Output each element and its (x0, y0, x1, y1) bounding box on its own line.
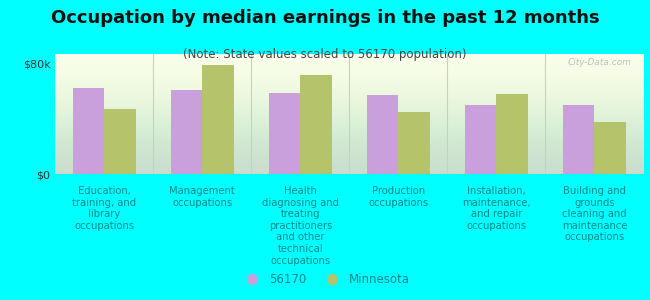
Text: Building and
grounds
cleaning and
maintenance
occupations: Building and grounds cleaning and mainte… (562, 186, 627, 242)
Text: Health
diagnosing and
treating
practitioners
and other
technical
occupations: Health diagnosing and treating practitio… (262, 186, 339, 266)
Bar (269, 93, 300, 174)
Text: (Note: State values scaled to 56170 population): (Note: State values scaled to 56170 popu… (183, 48, 467, 61)
Text: Education,
training, and
library
occupations: Education, training, and library occupat… (72, 186, 136, 231)
Text: Production
occupations: Production occupations (369, 186, 428, 208)
Bar (563, 105, 595, 174)
Bar (73, 88, 104, 174)
Text: Management
occupations: Management occupations (170, 186, 235, 208)
Text: Installation,
maintenance,
and repair
occupations: Installation, maintenance, and repair oc… (462, 186, 531, 231)
Text: Occupation by median earnings in the past 12 months: Occupation by median earnings in the pas… (51, 9, 599, 27)
Bar (171, 90, 202, 174)
Bar (202, 65, 234, 174)
Bar (367, 95, 398, 174)
Bar (300, 75, 332, 174)
Bar (104, 109, 136, 174)
Text: City-Data.com: City-Data.com (567, 58, 632, 67)
Legend: 56170, Minnesota: 56170, Minnesota (236, 269, 414, 291)
Bar (497, 94, 528, 174)
Bar (398, 112, 430, 174)
Bar (465, 105, 497, 174)
Bar (595, 122, 626, 174)
